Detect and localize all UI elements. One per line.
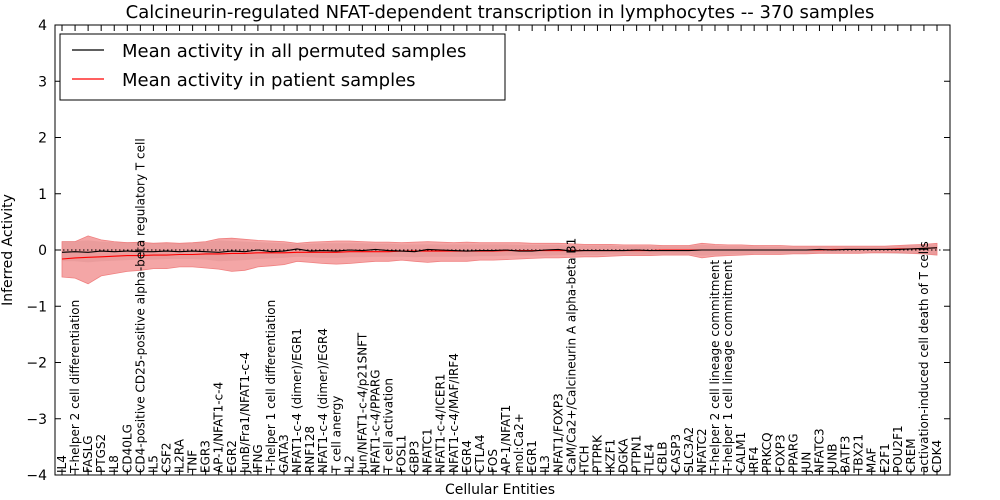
x-category-label: CD4-positive CD25-positive alpha-beta re… [133, 138, 147, 473]
x-category-label: IL2 [342, 455, 356, 473]
y-tick-label: −2 [26, 356, 47, 372]
x-category-label: GATA3 [277, 434, 291, 473]
x-category-label: NFATC2 [695, 428, 709, 473]
x-category-label: NFAT1/FOXP3 [551, 393, 565, 473]
x-category-label: CSF2 [160, 442, 174, 473]
x-category-label: PTPRK [590, 434, 604, 473]
plot-area [55, 235, 950, 285]
x-category-label: T-helper 1 cell differentiation [264, 300, 278, 474]
x-category-label: NFAT1-c-4 (dimer)/EGR4 [316, 328, 330, 473]
x-category-label: CREM [904, 438, 918, 473]
x-category-label: JUN [799, 452, 813, 474]
y-tick-label: −3 [26, 412, 47, 428]
x-category-label: IL2RA [173, 438, 187, 473]
y-tick-label: −4 [26, 468, 47, 484]
x-category-label: DGKA [617, 438, 631, 473]
chart-title: Calcineurin-regulated NFAT-dependent tra… [126, 2, 875, 23]
x-category-label: SLC3A2 [682, 427, 696, 473]
x-category-label: T cell anergy [329, 396, 343, 474]
x-category-label: NFAT1-c-4/MAF/IRF4 [447, 353, 461, 473]
x-category-label: IL4 [55, 455, 69, 473]
x-category-label: FOXP3 [773, 434, 787, 473]
x-category-label: T-helper 2 cell lineage commitment [708, 260, 722, 474]
x-category-label: EGR3 [199, 440, 213, 473]
y-tick-label: 0 [38, 243, 47, 259]
x-category-label: FOS [486, 449, 500, 473]
legend-label-permuted: Mean activity in all permuted samples [122, 41, 466, 62]
legend: Mean activity in all permuted samples Me… [59, 33, 506, 101]
x-category-label: E2F1 [878, 443, 892, 473]
x-category-label: AP-1/NFAT1 [499, 405, 513, 473]
x-category-label: IRF4 [747, 447, 761, 473]
x-category-label: TNF [186, 450, 200, 474]
x-category-label: JUNB [826, 443, 840, 474]
x-category-label: EGR1 [525, 440, 539, 473]
x-category-label: IKZF1 [604, 439, 618, 473]
x-category-label: IL8 [107, 455, 121, 473]
x-category-label: EGR2 [225, 440, 239, 473]
x-category-label: PTPN1 [630, 435, 644, 473]
y-tick-label: 3 [38, 74, 47, 90]
x-category-label: FASLG [81, 435, 95, 473]
x-category-label: CALM1 [734, 432, 748, 473]
y-tick-label: 2 [38, 131, 47, 147]
x-category-label: BATF3 [839, 436, 853, 473]
x-category-label: mol:Ca2+ [512, 413, 526, 473]
x-category-label: CTLA4 [473, 434, 487, 473]
x-category-label: JunB/Fra1/NFAT1-c-4 [238, 352, 252, 474]
x-category-label: NFAT1-c-4/ICER1 [434, 374, 448, 473]
x-category-label: POU2F1 [891, 425, 905, 473]
x-category-label: PRKCQ [760, 432, 774, 473]
x-category-label: IL3 [538, 455, 552, 473]
y-tick-label: −1 [26, 299, 47, 315]
x-category-label: IFNG [251, 444, 265, 473]
permuted-mean-line [61, 247, 938, 253]
x-category-label: IL5 [146, 455, 160, 473]
x-category-label: T-helper 2 cell differentiation [68, 300, 82, 474]
x-category-label: AP-1/NFAT1-c-4 [212, 382, 226, 473]
x-axis-label: Cellular Entities [445, 482, 555, 498]
x-category-label: TLE4 [643, 444, 657, 474]
legend-label-patient: Mean activity in patient samples [122, 70, 416, 91]
x-category-label: NFAT1-c-4 (dimer)/EGR1 [290, 328, 304, 473]
y-axis-label: Inferred Activity [0, 194, 16, 306]
x-category-label: CaM/Ca2+/Calcineurin A alpha-beta B1 [564, 238, 578, 473]
x-category-label: CD40LG [120, 424, 134, 473]
x-category-label: PTGS2 [94, 434, 108, 473]
y-tick-label: 1 [38, 187, 47, 203]
x-category-label: FOSL1 [395, 435, 409, 473]
x-category-label: NFAT1-c-4/PPARG [368, 369, 382, 473]
x-category-label: NFATC1 [421, 428, 435, 473]
x-category-label: NFATC3 [813, 428, 827, 473]
legend-box [59, 33, 506, 101]
x-category-label: RNF128 [303, 426, 317, 473]
x-category-label: GBP3 [408, 441, 422, 473]
x-category-label: CASP3 [669, 434, 683, 473]
y-axis: −4 −3 −2 −1 0 1 2 3 4 [26, 18, 950, 484]
x-category-label: EGR4 [460, 440, 474, 473]
x-category-label: TBX21 [852, 434, 866, 474]
x-category-label: CDK4 [930, 440, 944, 473]
x-category-label: PPARG [786, 433, 800, 473]
x-category-label: activation-induced cell death of T cells [917, 241, 931, 473]
patient-range-band [61, 235, 938, 285]
x-category-label: T cell activation [382, 378, 396, 474]
x-category-label: MAF [865, 447, 879, 473]
y-tick-label: 4 [38, 18, 47, 34]
x-category-label: CBLB [656, 441, 670, 473]
x-category-label: Jun/NFAT1-c-4/p21SNFT [355, 332, 369, 474]
x-category-label: T-helper 1 cell lineage commitment [721, 260, 735, 474]
x-axis-categories: IL4 T-helper 2 cell differentiation FASLG P… [55, 25, 944, 475]
x-category-label: ITCH [577, 445, 591, 473]
